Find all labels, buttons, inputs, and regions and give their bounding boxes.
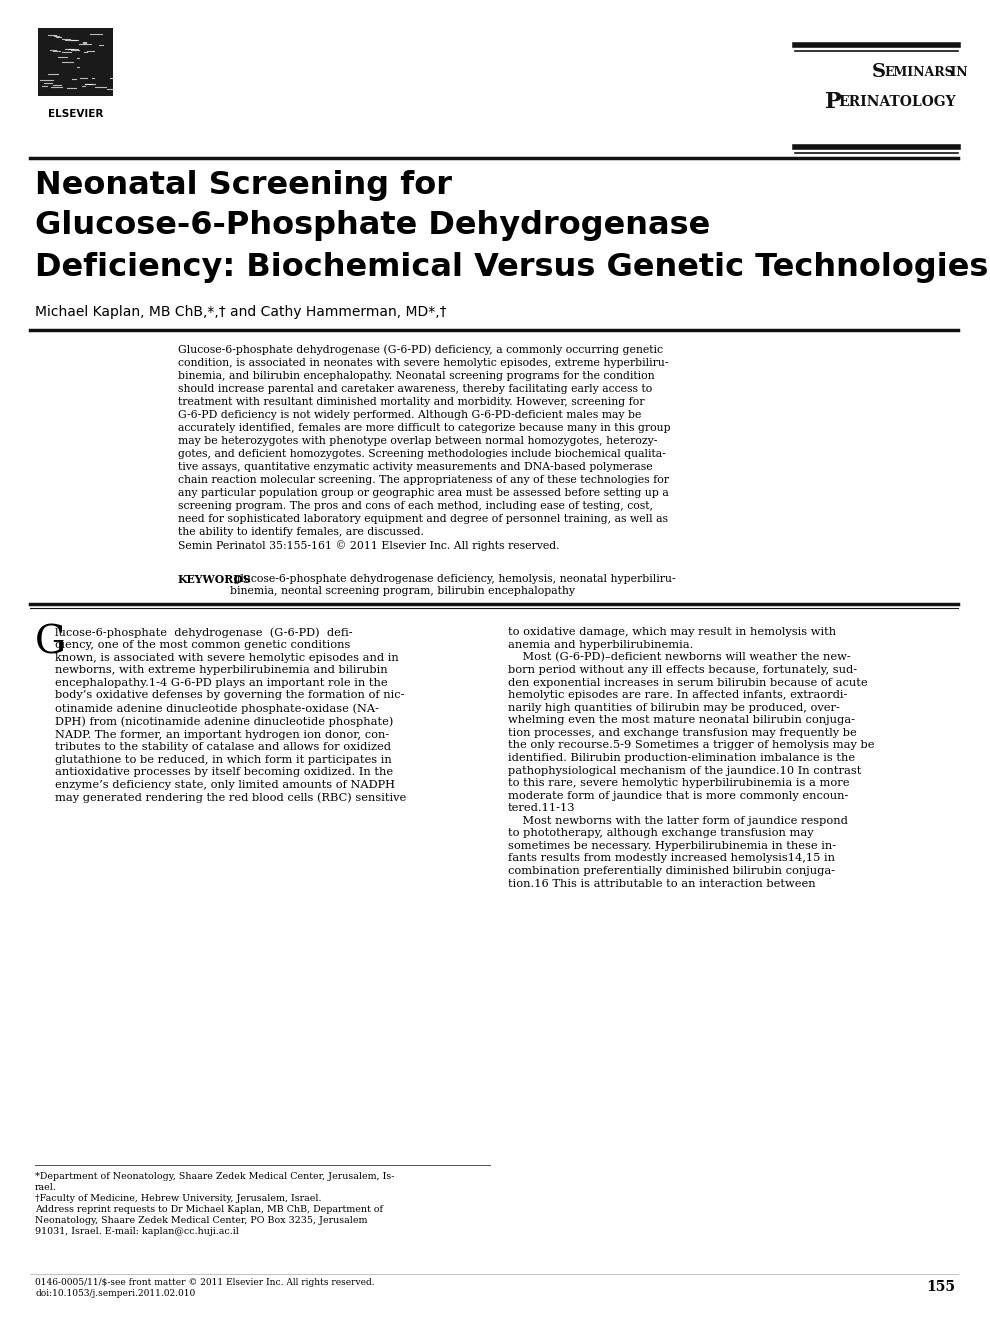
Text: binemia, neontal screening program, bilirubin encephalopathy: binemia, neontal screening program, bili… xyxy=(230,586,575,597)
Text: Deficiency: Biochemical Versus Genetic Technologies: Deficiency: Biochemical Versus Genetic T… xyxy=(35,252,988,282)
Text: to oxidative damage, which may result in hemolysis with
anemia and hyperbilirubi: to oxidative damage, which may result in… xyxy=(508,627,874,888)
Text: *Department of Neonatology, Shaare Zedek Medical Center, Jerusalem, Is-
rael.
†F: *Department of Neonatology, Shaare Zedek… xyxy=(35,1172,394,1237)
Text: Glucose-6-Phosphate Dehydrogenase: Glucose-6-Phosphate Dehydrogenase xyxy=(35,210,710,242)
Text: G: G xyxy=(35,624,66,661)
Text: KEYWORDS: KEYWORDS xyxy=(178,574,251,585)
Text: Neonatal Screening for: Neonatal Screening for xyxy=(35,170,452,201)
Text: glucose-6-phosphate dehydrogenase deficiency, hemolysis, neonatal hyperbiliru-: glucose-6-phosphate dehydrogenase defici… xyxy=(230,574,675,583)
Text: 0146-0005/11/$-see front matter © 2011 Elsevier Inc. All rights reserved.
doi:10: 0146-0005/11/$-see front matter © 2011 E… xyxy=(35,1278,374,1298)
Text: Glucose-6-phosphate dehydrogenase (G-6-PD) deficiency, a commonly occurring gene: Glucose-6-phosphate dehydrogenase (G-6-P… xyxy=(178,345,670,552)
Bar xyxy=(38,28,113,96)
Text: lucose-6-phosphate  dehydrogenase  (G-6-PD)  defi-
ciency, one of the most commo: lucose-6-phosphate dehydrogenase (G-6-PD… xyxy=(55,627,406,803)
Text: ELSEVIER: ELSEVIER xyxy=(48,110,103,119)
Text: 155: 155 xyxy=(926,1280,955,1294)
Text: EMINARS: EMINARS xyxy=(884,66,954,79)
Bar xyxy=(38,28,113,96)
Text: IN: IN xyxy=(946,66,968,79)
Text: Michael Kaplan, MB ChB,*,† and Cathy Hammerman, MD*,†: Michael Kaplan, MB ChB,*,† and Cathy Ham… xyxy=(35,305,446,319)
Text: ERINATOLOGY: ERINATOLOGY xyxy=(839,95,956,110)
Text: P: P xyxy=(825,91,842,114)
Text: S: S xyxy=(871,63,885,81)
